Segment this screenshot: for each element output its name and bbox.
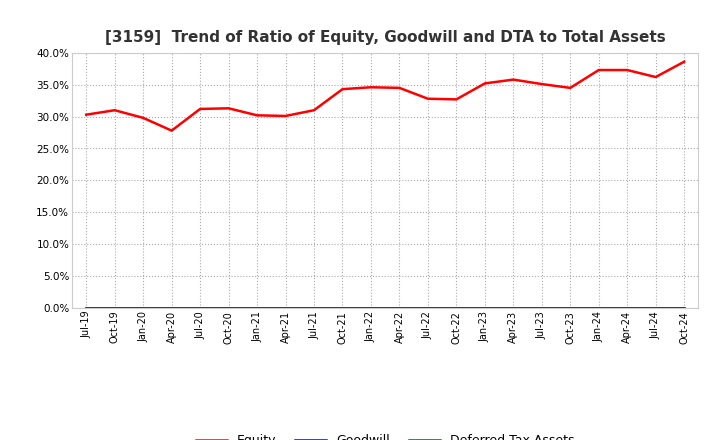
Deferred Tax Assets <box>680 305 688 311</box>
Equity <box>366 84 375 90</box>
Equity <box>196 106 204 112</box>
Goodwill <box>253 305 261 311</box>
Deferred Tax Assets <box>366 305 375 311</box>
Deferred Tax Assets <box>110 305 119 311</box>
Equity <box>110 107 119 113</box>
Deferred Tax Assets <box>82 305 91 311</box>
Equity <box>652 74 660 80</box>
Equity <box>566 85 575 91</box>
Goodwill <box>110 305 119 311</box>
Deferred Tax Assets <box>338 305 347 311</box>
Equity <box>395 85 404 91</box>
Equity <box>82 112 91 117</box>
Goodwill <box>423 305 432 311</box>
Goodwill <box>652 305 660 311</box>
Deferred Tax Assets <box>595 305 603 311</box>
Line: Equity: Equity <box>86 62 684 131</box>
Goodwill <box>680 305 688 311</box>
Goodwill <box>338 305 347 311</box>
Equity <box>282 114 290 119</box>
Legend: Equity, Goodwill, Deferred Tax Assets: Equity, Goodwill, Deferred Tax Assets <box>191 429 580 440</box>
Equity <box>452 97 461 102</box>
Goodwill <box>623 305 631 311</box>
Equity <box>423 96 432 101</box>
Equity <box>623 67 631 73</box>
Equity <box>310 107 318 113</box>
Equity <box>139 115 148 121</box>
Title: [3159]  Trend of Ratio of Equity, Goodwill and DTA to Total Assets: [3159] Trend of Ratio of Equity, Goodwil… <box>105 29 665 45</box>
Goodwill <box>452 305 461 311</box>
Equity <box>253 113 261 118</box>
Goodwill <box>225 305 233 311</box>
Goodwill <box>167 305 176 311</box>
Deferred Tax Assets <box>652 305 660 311</box>
Goodwill <box>595 305 603 311</box>
Equity <box>167 128 176 133</box>
Goodwill <box>509 305 518 311</box>
Deferred Tax Assets <box>623 305 631 311</box>
Deferred Tax Assets <box>509 305 518 311</box>
Deferred Tax Assets <box>225 305 233 311</box>
Goodwill <box>196 305 204 311</box>
Goodwill <box>480 305 489 311</box>
Goodwill <box>566 305 575 311</box>
Goodwill <box>82 305 91 311</box>
Equity <box>537 81 546 87</box>
Equity <box>680 59 688 64</box>
Deferred Tax Assets <box>139 305 148 311</box>
Goodwill <box>139 305 148 311</box>
Deferred Tax Assets <box>480 305 489 311</box>
Equity <box>595 67 603 73</box>
Goodwill <box>537 305 546 311</box>
Equity <box>338 87 347 92</box>
Deferred Tax Assets <box>537 305 546 311</box>
Deferred Tax Assets <box>167 305 176 311</box>
Deferred Tax Assets <box>253 305 261 311</box>
Goodwill <box>395 305 404 311</box>
Goodwill <box>366 305 375 311</box>
Goodwill <box>310 305 318 311</box>
Deferred Tax Assets <box>395 305 404 311</box>
Deferred Tax Assets <box>310 305 318 311</box>
Deferred Tax Assets <box>282 305 290 311</box>
Deferred Tax Assets <box>196 305 204 311</box>
Goodwill <box>282 305 290 311</box>
Equity <box>509 77 518 82</box>
Equity <box>480 81 489 86</box>
Deferred Tax Assets <box>423 305 432 311</box>
Deferred Tax Assets <box>566 305 575 311</box>
Deferred Tax Assets <box>452 305 461 311</box>
Equity <box>225 106 233 111</box>
